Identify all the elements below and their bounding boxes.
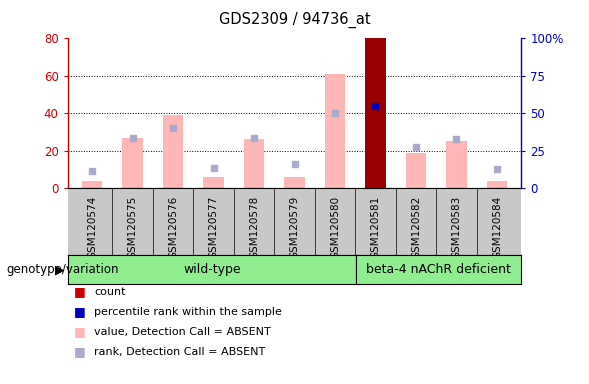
Text: GSM120584: GSM120584 [492, 196, 502, 260]
Text: GSM120581: GSM120581 [370, 196, 380, 260]
Bar [123, 137, 143, 188]
Text: GSM120576: GSM120576 [168, 196, 178, 260]
Text: wild-type: wild-type [183, 263, 241, 276]
Text: ■: ■ [74, 325, 85, 338]
Bar [163, 115, 183, 188]
Bar [406, 152, 426, 188]
Text: ■: ■ [74, 285, 85, 298]
Bar [244, 139, 264, 188]
Bar [284, 177, 305, 188]
Text: GSM120575: GSM120575 [128, 196, 137, 260]
Text: ■: ■ [74, 345, 85, 358]
Text: genotype/variation: genotype/variation [6, 263, 118, 276]
Bar [487, 181, 507, 188]
Text: rank, Detection Call = ABSENT: rank, Detection Call = ABSENT [94, 347, 266, 357]
Text: count: count [94, 287, 125, 297]
Text: GSM120578: GSM120578 [249, 196, 259, 260]
Text: GSM120582: GSM120582 [411, 196, 421, 260]
Bar [82, 181, 102, 188]
Text: ▶: ▶ [55, 263, 65, 276]
Text: GSM120583: GSM120583 [452, 196, 461, 260]
Text: beta-4 nAChR deficient: beta-4 nAChR deficient [366, 263, 511, 276]
Bar [446, 141, 466, 188]
Text: percentile rank within the sample: percentile rank within the sample [94, 307, 282, 317]
Text: GSM120577: GSM120577 [209, 196, 219, 260]
Bar [365, 38, 386, 188]
Bar [203, 177, 224, 188]
Bar [325, 74, 345, 188]
Text: GSM120579: GSM120579 [290, 196, 299, 260]
Text: GDS2309 / 94736_at: GDS2309 / 94736_at [219, 12, 370, 28]
Text: value, Detection Call = ABSENT: value, Detection Call = ABSENT [94, 327, 271, 337]
Text: ■: ■ [74, 305, 85, 318]
Text: GSM120574: GSM120574 [87, 196, 97, 260]
Text: GSM120580: GSM120580 [330, 196, 340, 259]
